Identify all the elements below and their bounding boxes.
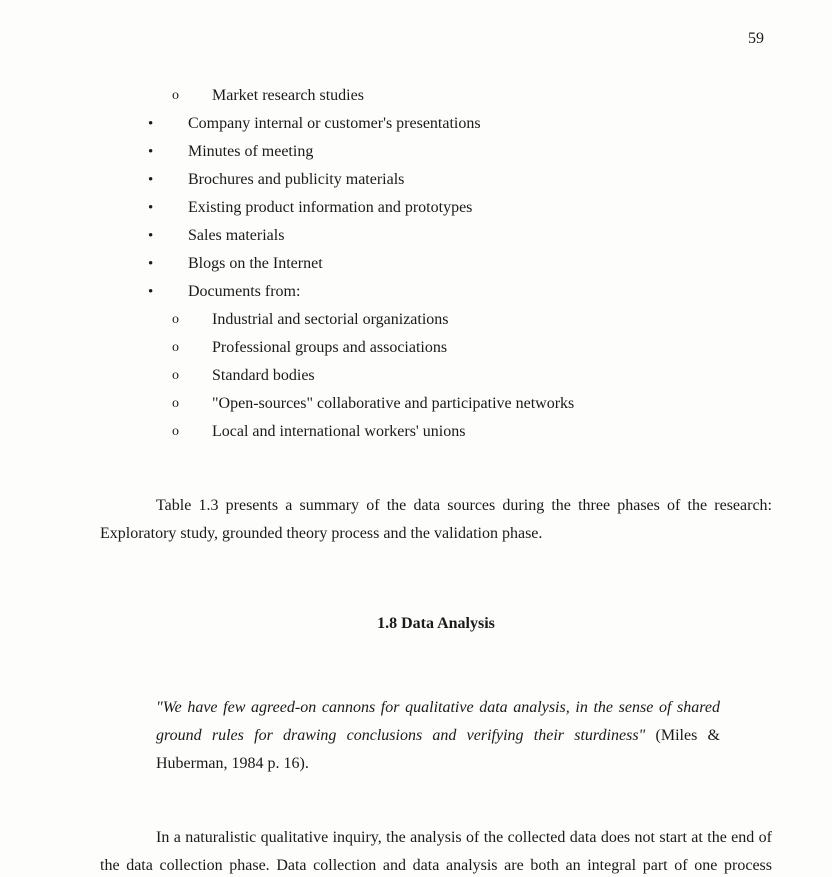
list-item: Standard bodies xyxy=(100,362,772,390)
list-item: Minutes of meeting xyxy=(100,138,772,166)
list-item: Sales materials xyxy=(100,222,772,250)
block-quote: "We have few agreed-on cannons for quali… xyxy=(156,694,720,778)
bullet-list: Company internal or customer's presentat… xyxy=(100,110,772,306)
page-content: Market research studies Company internal… xyxy=(100,82,772,877)
section-heading: 1.8 Data Analysis xyxy=(100,610,772,638)
nested-sub-list: Industrial and sectorial organizations P… xyxy=(100,306,772,446)
page-number: 59 xyxy=(748,30,764,48)
list-item: Brochures and publicity materials xyxy=(100,166,772,194)
list-item: Documents from: xyxy=(100,278,772,306)
list-item: "Open-sources" collaborative and partici… xyxy=(100,390,772,418)
table-intro-paragraph: Table 1.3 presents a summary of the data… xyxy=(100,492,772,548)
list-item: Existing product information and prototy… xyxy=(100,194,772,222)
list-item: Blogs on the Internet xyxy=(100,250,772,278)
body-paragraph: In a naturalistic qualitative inquiry, t… xyxy=(100,824,772,877)
list-item: Company internal or customer's presentat… xyxy=(100,110,772,138)
leading-sub-list: Market research studies xyxy=(100,82,772,110)
list-item: Professional groups and associations xyxy=(100,334,772,362)
list-item: Local and international workers' unions xyxy=(100,418,772,446)
quote-text: "We have few agreed-on cannons for quali… xyxy=(156,699,720,744)
page: 59 Market research studies Company inter… xyxy=(0,0,832,877)
list-item: Industrial and sectorial organizations xyxy=(100,306,772,334)
list-item: Market research studies xyxy=(100,82,772,110)
